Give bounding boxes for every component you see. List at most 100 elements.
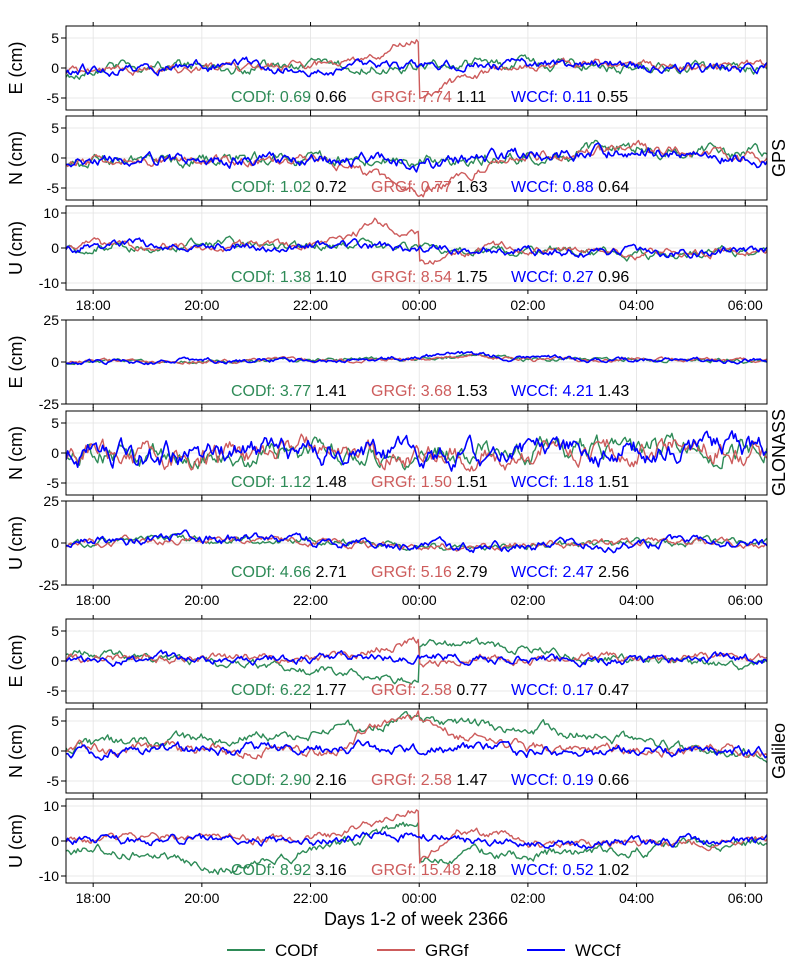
stat-other: 1.77 [311,682,347,699]
stat-value: 2.90 [280,772,311,789]
stat-other: 1.41 [311,383,347,400]
series-line-codf [66,235,767,262]
x-tick-label: 20:00 [184,297,219,313]
stat-name: WCCf: [511,474,563,491]
stat-name: CODf: [231,564,280,581]
legend-label: GRGf [425,941,469,960]
stat-wccf: WCCf: 0.27 0.96 [511,269,629,286]
stat-value: 5.16 [421,564,452,581]
stat-grgf: GRGf: 1.50 1.51 [371,474,488,491]
system-label-glonass: GLONASS [769,409,789,496]
series-line-wccf [66,649,767,668]
stat-other: 1.02 [594,862,630,879]
series-group [66,529,767,554]
x-tick-label: 22:00 [293,592,328,608]
series-group [66,139,767,198]
x-tick-label: 02:00 [510,592,545,608]
stat-grgf: GRGf: 2.58 0.77 [371,682,488,699]
y-tick-label: -25 [39,577,59,593]
y-tick-label: -5 [47,180,60,196]
y-tick-label: 0 [51,743,59,759]
stat-value: 8.54 [421,269,452,286]
stat-wccf: WCCf: 1.18 1.51 [511,474,629,491]
chart-group-glonass: -25 0 25 E (cm) CODf: 3.77 1.41 GRGf: 3.68 1.… [6,312,789,608]
x-tick-label: 06:00 [728,592,763,608]
stat-wccf: WCCf: 0.88 0.64 [511,179,629,196]
series-group [66,430,767,472]
stat-wccf: WCCf: 0.11 0.55 [511,89,628,106]
series-line-codf [66,353,767,366]
stat-grgf: GRGf: 8.54 1.75 [371,269,488,286]
stat-value: 1.18 [563,474,594,491]
series-line-grgf [66,39,767,99]
stat-codf: CODf: 1.38 1.10 [231,269,347,286]
stat-other: 0.77 [452,682,488,699]
y-tick-label: 25 [43,312,59,328]
stat-value: 0.52 [563,862,594,879]
y-axis-label: E (cm) [6,42,26,95]
stat-value: 2.47 [563,564,594,581]
x-tick-label: 06:00 [728,297,763,313]
stat-name: GRGf: [371,269,421,286]
series-line-codf [66,711,767,764]
series-group [66,217,767,265]
stat-codf: CODf: 1.02 0.72 [231,179,347,196]
series-group [66,39,767,99]
x-tick-label: 06:00 [728,890,763,906]
y-tick-label: 5 [51,120,59,136]
panel-gps-e: -5 0 5 E (cm) CODf: 0.69 0.66 GRGf: 7.74 1.11… [6,22,768,114]
y-axis-label: E (cm) [6,635,26,688]
x-tick-label: 18:00 [76,297,111,313]
stat-other: 2.71 [311,564,347,581]
stat-value: 1.12 [280,474,311,491]
y-tick-label: -5 [47,683,60,699]
y-tick-label: 10 [43,205,59,221]
stat-other: 2.56 [594,564,630,581]
stat-codf: CODf: 1.12 1.48 [231,474,347,491]
series-group [66,710,767,764]
x-tick-label: 22:00 [293,297,328,313]
stat-name: GRGf: [371,179,421,196]
y-tick-label: -10 [39,868,59,884]
stat-wccf: WCCf: 0.52 1.02 [511,862,629,879]
stat-value: 4.66 [280,564,311,581]
panel-gps-n: -5 0 5 N (cm) CODf: 1.02 0.72 GRGf: 0.77 1.63… [6,112,768,204]
stat-value: 15.48 [421,862,461,879]
y-tick-label: 10 [43,798,59,814]
y-tick-label: 5 [51,623,59,639]
stat-codf: CODf: 4.66 2.71 [231,564,347,581]
stat-other: 3.16 [311,862,347,879]
stat-name: WCCf: [511,862,563,879]
stat-other: 1.51 [452,474,488,491]
series-group [66,350,767,366]
stat-other: 1.48 [311,474,347,491]
stat-other: 0.55 [593,89,629,106]
panel-galileo-u: -10 0 10 U (cm) CODf: 8.92 3.16 GRGf: 15.48 2… [6,795,768,887]
y-tick-label: -5 [47,90,60,106]
stat-name: WCCf: [511,772,563,789]
series-line-wccf [66,529,767,554]
panel-galileo-n: -5 0 5 N (cm) CODf: 2.90 2.16 GRGf: 2.58 1.47… [6,705,768,797]
y-tick-label: 0 [51,445,59,461]
stat-other: 1.43 [594,383,630,400]
stat-value: 3.77 [280,383,311,400]
y-tick-label: 0 [51,150,59,166]
stat-other: 1.51 [594,474,630,491]
series-line-wccf [66,430,767,472]
stat-name: CODf: [231,772,280,789]
series-line-grgf [66,217,767,265]
stat-other: 0.66 [311,89,347,106]
stat-wccf: WCCf: 0.17 0.47 [511,682,629,699]
x-tick-label: 00:00 [402,890,437,906]
stat-codf: CODf: 6.22 1.77 [231,682,347,699]
series-group [66,636,767,685]
stat-value: 0.17 [563,682,594,699]
stat-codf: CODf: 8.92 3.16 [231,862,347,879]
stat-codf: CODf: 3.77 1.41 [231,383,347,400]
stat-name: GRGf: [371,564,421,581]
series-line-grgf [66,710,767,760]
stat-value: 0.77 [421,179,452,196]
y-tick-label: 0 [51,60,59,76]
stat-name: CODf: [231,269,280,286]
